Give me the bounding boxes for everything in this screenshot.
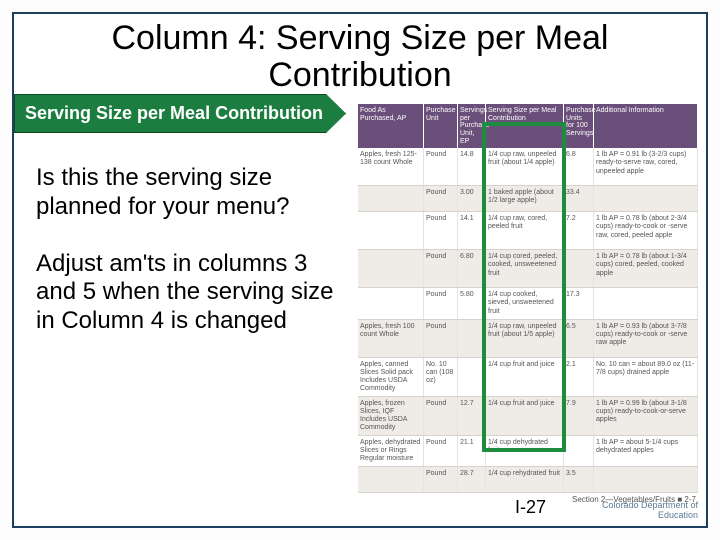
fbg-cell: 7.9 bbox=[564, 397, 594, 435]
fbg-cell: 1 lb AP = 0.78 lb (about 1-3/4 cups) cor… bbox=[594, 250, 698, 287]
fbg-cell: 1/4 cup raw, unpeeled fruit (about 1/5 a… bbox=[486, 320, 564, 357]
fbg-cell: Apples, fresh 100 count Whole bbox=[358, 320, 424, 357]
fbg-cell: 12.7 bbox=[458, 397, 486, 435]
fbg-cell: No. 10 can (108 oz) bbox=[424, 358, 458, 396]
fbg-row: Apples, fresh 100 count WholePound 1/4 cu… bbox=[358, 320, 698, 358]
slide-title: Column 4: Serving Size per Meal Contribu… bbox=[14, 14, 706, 95]
fbg-cell: 1/4 cup fruit and juice bbox=[486, 358, 564, 396]
fbg-h1: Food As Purchased, AP bbox=[358, 104, 424, 148]
fbg-h6: Additional Information bbox=[594, 104, 698, 148]
fbg-cell: 3.00 bbox=[458, 186, 486, 211]
fbg-cell: 1/4 cup raw, unpeeled fruit (about 1/4 a… bbox=[486, 148, 564, 185]
fbg-cell: Pound bbox=[424, 186, 458, 211]
fbg-cell: Pound bbox=[424, 288, 458, 318]
fbg-cell: Pound bbox=[424, 320, 458, 357]
fbg-cell: Pound bbox=[424, 436, 458, 466]
fbg-cell: 28.7 bbox=[458, 467, 486, 492]
paragraph-2: Adjust am'ts in columns 3 and 5 when the… bbox=[36, 250, 336, 336]
fbg-cell: 14.1 bbox=[458, 212, 486, 249]
fbg-cell bbox=[358, 186, 424, 211]
fbg-cell: 3.5 bbox=[564, 467, 594, 492]
fbg-cell bbox=[594, 186, 698, 211]
fbg-row: Pound3.001 baked apple (about 1/2 large … bbox=[358, 186, 698, 212]
fbg-h3: Servings per Purchase Unit, EP bbox=[458, 104, 486, 148]
fbg-cell bbox=[358, 467, 424, 492]
fbg-cell: Pound bbox=[424, 250, 458, 287]
fbg-cell: Pound bbox=[424, 212, 458, 249]
fbg-row: Apples, dehydrated Slices or Rings Regul… bbox=[358, 436, 698, 467]
body-text-block: Is this the serving size planned for you… bbox=[36, 164, 336, 364]
fbg-cell bbox=[458, 358, 486, 396]
fbg-column-headers: Food As Purchased, AP Purchase Unit Serv… bbox=[358, 104, 698, 148]
fbg-cell: Pound bbox=[424, 148, 458, 185]
fbg-footer: Section 2—Vegetables/Fruits ■ 2-7 bbox=[358, 493, 698, 504]
fbg-cell: 1/4 cup cored, peeled, cooked, unsweeten… bbox=[486, 250, 564, 287]
fbg-cell bbox=[458, 320, 486, 357]
fbg-cell bbox=[358, 212, 424, 249]
fbg-cell: 1 lb AP = 0.91 lb (3-2/3 cups) ready-to-… bbox=[594, 148, 698, 185]
food-buying-guide-table: Food As Purchased, AP Purchase Unit Serv… bbox=[358, 104, 698, 504]
fbg-cell: 21.1 bbox=[458, 436, 486, 466]
fbg-cell bbox=[358, 288, 424, 318]
fbg-cell: 1 lb AP = about 5-1/4 cups dehydrated ap… bbox=[594, 436, 698, 466]
fbg-body: Apples, fresh 125-138 count WholePound14… bbox=[358, 148, 698, 493]
fbg-cell bbox=[564, 250, 594, 287]
fbg-cell: 1/4 cup rehydrated fruit bbox=[486, 467, 564, 492]
fbg-cell: 17.3 bbox=[564, 288, 594, 318]
fbg-cell: Apples, dehydrated Slices or Rings Regul… bbox=[358, 436, 424, 466]
fbg-cell: 1 lb AP = 0.78 lb (about 2-3/4 cups) rea… bbox=[594, 212, 698, 249]
fbg-row: Apples, canned Slices Solid pack Include… bbox=[358, 358, 698, 397]
fbg-cell: 6.5 bbox=[564, 320, 594, 357]
fbg-cell: 1 lb AP = 0.93 lb (about 3-7/8 cups) rea… bbox=[594, 320, 698, 357]
fbg-cell: Apples, canned Slices Solid pack Include… bbox=[358, 358, 424, 396]
fbg-row: Apples, frozen Slices, IQF Includes USDA… bbox=[358, 397, 698, 436]
callout-flag: Serving Size per Meal Contribution bbox=[14, 94, 346, 133]
fbg-cell bbox=[358, 250, 424, 287]
fbg-cell: 1/4 cup cooked, sieved, unsweetened frui… bbox=[486, 288, 564, 318]
fbg-cell bbox=[594, 467, 698, 492]
fbg-row: Pound14.11/4 cup raw, cored, peeled frui… bbox=[358, 212, 698, 250]
fbg-cell bbox=[564, 436, 594, 466]
fbg-cell: 5.80 bbox=[458, 288, 486, 318]
fbg-h5: Purchase Units for 100 Servings bbox=[564, 104, 594, 148]
fbg-cell: 1/4 cup dehydrated fruit bbox=[486, 436, 564, 466]
fbg-cell: 33.4 bbox=[564, 186, 594, 211]
fbg-row: Pound6.801/4 cup cored, peeled, cooked, … bbox=[358, 250, 698, 288]
fbg-cell: 1/4 cup raw, cored, peeled fruit bbox=[486, 212, 564, 249]
fbg-cell: Apples, frozen Slices, IQF Includes USDA… bbox=[358, 397, 424, 435]
fbg-row: Apples, fresh 125-138 count WholePound14… bbox=[358, 148, 698, 186]
fbg-cell: 6.8 bbox=[564, 148, 594, 185]
fbg-row: Pound5.801/4 cup cooked, sieved, unsweet… bbox=[358, 288, 698, 319]
fbg-cell: Apples, fresh 125-138 count Whole bbox=[358, 148, 424, 185]
fbg-h4: Serving Size per Meal Contribution bbox=[486, 104, 564, 148]
fbg-cell: 6.80 bbox=[458, 250, 486, 287]
fbg-cell: 1/4 cup fruit and juice bbox=[486, 397, 564, 435]
fbg-row: Pound28.71/4 cup rehydrated fruit3.5 bbox=[358, 467, 698, 493]
fbg-cell: 1 baked apple (about 1/2 large apple) bbox=[486, 186, 564, 211]
fbg-cell: Pound bbox=[424, 397, 458, 435]
fbg-cell: 2.1 bbox=[564, 358, 594, 396]
fbg-cell: 7.2 bbox=[564, 212, 594, 249]
fbg-cell: No. 10 can = about 89.0 oz (11-7/8 cups)… bbox=[594, 358, 698, 396]
fbg-cell: Pound bbox=[424, 467, 458, 492]
fbg-cell bbox=[594, 288, 698, 318]
slide-frame: Column 4: Serving Size per Meal Contribu… bbox=[12, 12, 708, 528]
fbg-cell: 1 lb AP = 0.99 lb (about 3-1/8 cups) rea… bbox=[594, 397, 698, 435]
paragraph-1: Is this the serving size planned for you… bbox=[36, 164, 336, 222]
fbg-h2: Purchase Unit bbox=[424, 104, 458, 148]
fbg-cell: 14.8 bbox=[458, 148, 486, 185]
